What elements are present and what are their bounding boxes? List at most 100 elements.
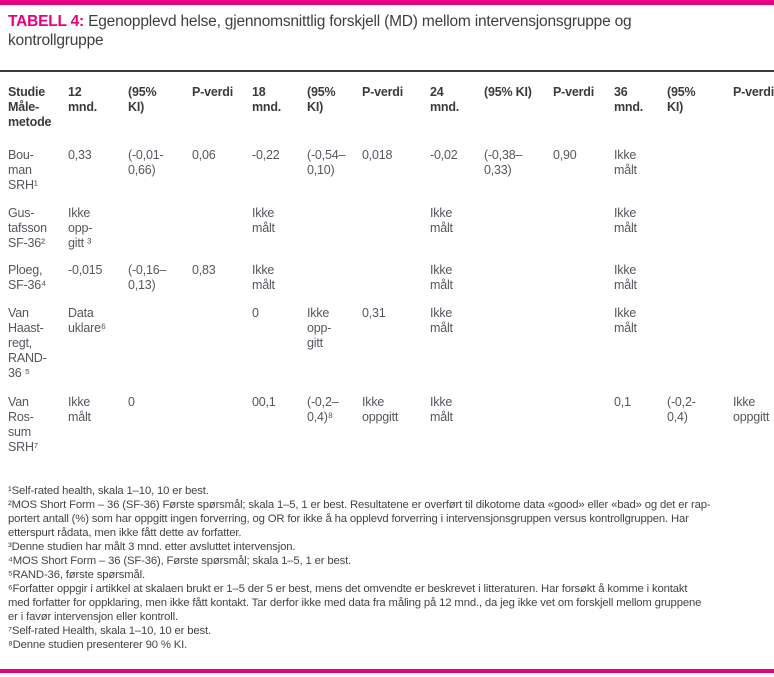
table-cell: 0,33	[68, 148, 92, 162]
table-cell: Ikke målt	[252, 206, 275, 235]
column-header-ki-18: (95% KI)	[307, 85, 336, 114]
footnote-6: ⁶Forfatter oppgir i artikkel at skalaen …	[8, 583, 702, 623]
table-header-row: Studie Måle- metode 12 mnd. (95% KI) P-v…	[8, 85, 774, 148]
table-cell: 0,018	[362, 148, 393, 162]
table-cell: -0,015	[68, 263, 103, 277]
table-cell	[192, 206, 252, 263]
table-cell: Ploeg, SF-36⁴	[8, 263, 47, 292]
table-cell: Ikke opp- gitt	[307, 306, 332, 350]
table-cell: (-0,2- 0,4)	[667, 395, 696, 424]
results-table: Studie Måle- metode 12 mnd. (95% KI) P-v…	[8, 85, 774, 467]
table-cell	[667, 206, 733, 263]
table-cell: (-0,38– 0,33)	[484, 148, 523, 177]
column-header-p-24: P-verdi	[553, 85, 594, 99]
table-title: TABELL 4: Egenopplevd helse, gjennomsnit…	[8, 12, 768, 50]
table-cell: Ikke målt	[430, 395, 453, 424]
bottom-accent-rule	[0, 669, 774, 673]
table-cell: Ikke opp- gitt ³	[68, 206, 93, 250]
table-cell: (-0,54– 0,10)	[307, 148, 346, 177]
title-divider-rule	[0, 70, 774, 72]
table-cell	[307, 206, 362, 263]
column-header-18mnd: 18 mnd.	[252, 85, 282, 114]
table-cell: 0,90	[553, 148, 577, 162]
table-cell	[553, 306, 614, 395]
table-title-label: TABELL 4:	[8, 13, 84, 30]
table-cell	[484, 395, 553, 467]
table-cell: Ikke målt	[614, 263, 637, 292]
footnote-2: ²MOS Short Form – 36 (SF-36) Første spør…	[8, 499, 711, 539]
column-header-24mnd: 24 mnd.	[430, 85, 460, 114]
table-cell	[733, 263, 774, 306]
column-header-ki-12: (95% KI)	[128, 85, 157, 114]
table-cell: (-0,16– 0,13)	[128, 263, 167, 292]
top-accent-rule	[0, 0, 774, 5]
table-cell: Data uklare⁶	[68, 306, 106, 335]
table-title-text: Egenopplevd helse, gjennomsnittlig forsk…	[8, 13, 632, 49]
table-cell	[192, 395, 252, 467]
footnote-1: ¹Self-rated health, skala 1–10, 10 er be…	[8, 485, 209, 497]
table-cell: Ikke målt	[430, 263, 453, 292]
table-cell	[128, 306, 192, 395]
table-cell	[307, 263, 362, 306]
table-cell: -0,22	[252, 148, 280, 162]
table-cell	[553, 206, 614, 263]
table-cell: (-0,01- 0,66)	[128, 148, 164, 177]
table-cell: 00,1	[252, 395, 276, 409]
footnote-8: ⁸Denne studien presenterer 90 % KI.	[8, 639, 188, 651]
table-cell	[484, 263, 553, 306]
table-cell: Ikke målt	[614, 306, 637, 335]
column-header-12mnd: 12 mnd.	[68, 85, 98, 114]
table-cell: Van Haast- regt, RAND- 36 ⁵	[8, 306, 47, 380]
table-cell: -0,02	[430, 148, 458, 162]
column-header-p-18: P-verdi	[362, 85, 403, 99]
table-cell: Ikke målt	[430, 206, 453, 235]
table-cell	[484, 306, 553, 395]
table-cell: Ikke målt	[430, 306, 453, 335]
table-cell: Ikke målt	[614, 148, 637, 177]
column-header-studie: Studie Måle- metode	[8, 85, 52, 129]
table-row-van-rossum: Van Ros- sum SRH⁷ Ikke målt 0 00,1 (-0,2…	[8, 395, 774, 467]
footnote-5: ⁵RAND-36, første spørsmål.	[8, 569, 145, 581]
table-cell: 0,1	[614, 395, 631, 409]
table-cell	[733, 148, 774, 206]
table-cell	[667, 306, 733, 395]
table-cell: Ikke målt	[614, 206, 637, 235]
column-header-ki-36: (95% KI)	[667, 85, 696, 114]
table-cell	[362, 263, 430, 306]
table-cell: 0	[128, 395, 135, 409]
table-cell	[192, 306, 252, 395]
table-cell: 0,31	[362, 306, 386, 320]
table-cell	[362, 206, 430, 263]
column-header-p-12: P-verdi	[192, 85, 233, 99]
table-cell	[667, 148, 733, 206]
table-cell: Ikke oppgitt	[733, 395, 770, 424]
table-row-gustafsson: Gus- tafsson SF-36² Ikke opp- gitt ³ Ikk…	[8, 206, 774, 263]
table-cell: 0	[252, 306, 259, 320]
column-header-ki-24: (95% KI)	[484, 85, 532, 99]
table-cell	[128, 206, 192, 263]
table-row-ploeg: Ploeg, SF-36⁴ -0,015 (-0,16– 0,13) 0,83 …	[8, 263, 774, 306]
table-cell	[733, 306, 774, 395]
table-row-bouman: Bou- man SRH¹ 0,33 (-0,01- 0,66) 0,06 -0…	[8, 148, 774, 206]
table-cell: 0,06	[192, 148, 216, 162]
table-cell	[733, 206, 774, 263]
column-header-p-36: P-verdi	[733, 85, 774, 99]
table-cell: Ikke oppgitt	[362, 395, 399, 424]
table-cell	[553, 395, 614, 467]
footnote-7: ⁷Self-rated Health, skala 1–10, 10 er be…	[8, 625, 211, 637]
footnotes-section: ¹Self-rated health, skala 1–10, 10 er be…	[8, 484, 770, 652]
footnote-3: ³Denne studien har målt 3 mnd. etter avs…	[8, 541, 296, 553]
table-cell: (-0,2– 0,4)⁸	[307, 395, 339, 424]
table-cell: Ikke målt	[252, 263, 275, 292]
table-cell: Bou- man SRH¹	[8, 148, 38, 192]
table-cell	[484, 206, 553, 263]
column-header-36mnd: 36 mnd.	[614, 85, 644, 114]
footnote-4: ⁴MOS Short Form – 36 (SF-36), Første spø…	[8, 555, 352, 567]
table-cell: Gus- tafsson SF-36²	[8, 206, 47, 250]
table-row-van-haastregt: Van Haast- regt, RAND- 36 ⁵ Data uklare⁶…	[8, 306, 774, 395]
table-cell	[667, 263, 733, 306]
table-cell: Van Ros- sum SRH⁷	[8, 395, 39, 454]
table-cell	[553, 263, 614, 306]
table-cell: Ikke målt	[68, 395, 91, 424]
